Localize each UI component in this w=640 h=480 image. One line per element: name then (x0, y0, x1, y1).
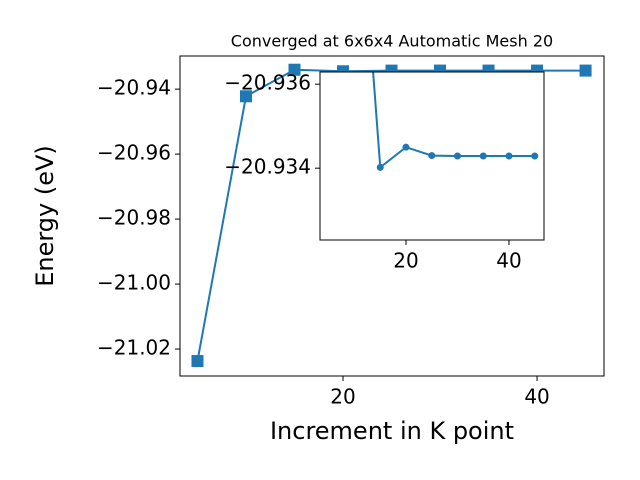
marker (531, 152, 539, 160)
x-tick-label: 20 (330, 385, 355, 409)
y-tick-label: −20.936 (224, 71, 311, 95)
marker (376, 163, 384, 171)
y-tick-label: −21.02 (97, 336, 171, 360)
marker (402, 143, 410, 151)
y-tick-label: −20.94 (97, 76, 171, 100)
marker (579, 64, 592, 77)
marker (428, 152, 436, 160)
x-tick-label: 40 (496, 249, 521, 273)
marker (191, 355, 204, 368)
chart-title: Converged at 6x6x4 Automatic Mesh 20 (231, 32, 553, 51)
y-axis-label: Energy (eV) (31, 145, 59, 287)
x-tick-label: 20 (393, 249, 418, 273)
y-tick-label: −20.98 (97, 206, 171, 230)
marker (453, 152, 461, 160)
x-tick-label: 40 (524, 385, 549, 409)
y-tick-label: −21.00 (97, 271, 171, 295)
marker (479, 152, 487, 160)
marker (239, 90, 252, 103)
axes-frame (179, 55, 605, 377)
marker (505, 152, 513, 160)
y-tick-label: −20.96 (97, 141, 171, 165)
series (372, 72, 539, 171)
marker (288, 63, 301, 76)
x-axis-label: Increment in K point (270, 417, 514, 445)
y-tick-label: −20.934 (224, 155, 311, 179)
axes-frame (319, 71, 545, 241)
